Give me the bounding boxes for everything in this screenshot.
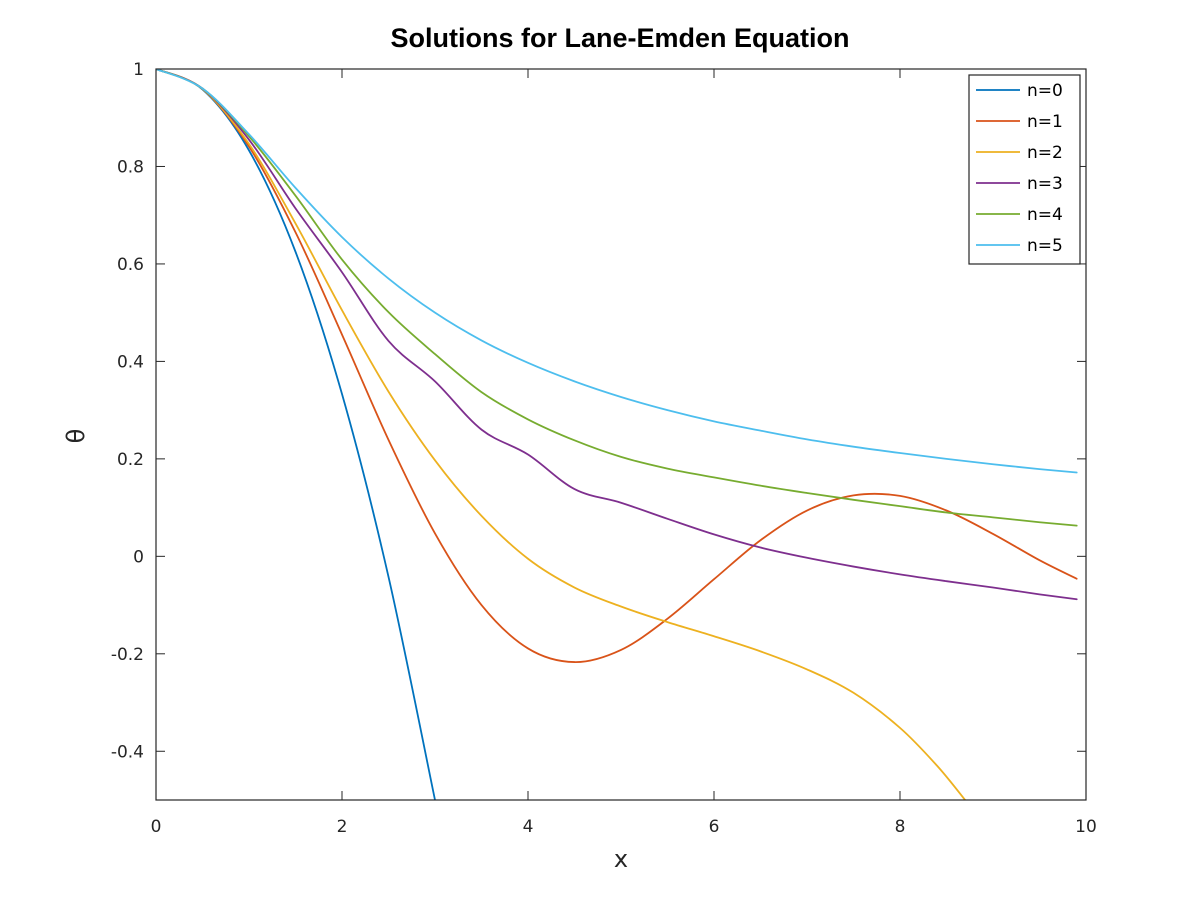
- plot-area: [155, 68, 1087, 801]
- legend-label: n=5: [1027, 236, 1063, 256]
- y-tick-label: -0.4: [111, 742, 144, 762]
- y-tick-label: -0.2: [111, 645, 144, 665]
- x-axis-label: x: [614, 845, 628, 873]
- y-tick-label: 0.2: [117, 450, 144, 470]
- y-axis-label: θ: [62, 429, 90, 444]
- axes-box: [155, 68, 1087, 801]
- series-line-n-3: [156, 69, 1078, 601]
- legend: n=0 n=1 n=2 n=3 n=4 n=5: [968, 74, 1081, 265]
- chart-title: Solutions for Lane-Emden Equation: [391, 23, 850, 53]
- y-tick-label: 0.6: [117, 255, 144, 275]
- x-tick-label: 0: [151, 817, 162, 837]
- legend-entry: n=0: [976, 81, 1063, 101]
- legend-label: n=2: [1027, 143, 1063, 163]
- legend-entry: n=2: [976, 143, 1063, 163]
- x-tick-labels: 0 2 4 6 8 10: [151, 817, 1097, 837]
- legend-entries: n=0 n=1 n=2 n=3 n=4 n=5: [976, 81, 1063, 256]
- x-tick-label: 10: [1075, 817, 1097, 837]
- y-tick-label: 1: [133, 60, 144, 80]
- legend-label: n=3: [1027, 174, 1063, 194]
- legend-entry: n=4: [976, 205, 1063, 225]
- y-tick-label: 0.8: [117, 157, 144, 177]
- legend-label: n=0: [1027, 81, 1063, 101]
- axes-background: [156, 69, 1086, 800]
- x-tick-label: 4: [523, 817, 534, 837]
- y-tick-label: 0.4: [117, 352, 144, 372]
- legend-entry: n=1: [976, 112, 1063, 132]
- x-tick-label: 8: [895, 817, 906, 837]
- legend-entry: n=5: [976, 236, 1063, 256]
- series-line-n-5: [156, 69, 1078, 474]
- series-line-n-2: [156, 69, 966, 800]
- legend-entry: n=3: [976, 174, 1063, 194]
- x-tick-label: 2: [337, 817, 348, 837]
- series-line-n-4: [156, 69, 1078, 527]
- series-layer: [156, 69, 1078, 800]
- legend-label: n=4: [1027, 205, 1063, 225]
- tick-marks: [155, 68, 1087, 800]
- y-tick-label: 0: [133, 547, 144, 567]
- legend-box: [968, 74, 1081, 265]
- series-line-n-1: [156, 69, 1078, 663]
- x-tick-label: 6: [709, 817, 720, 837]
- y-tick-labels: -0.4 -0.2 0 0.2 0.4 0.6 0.8 1: [111, 60, 144, 762]
- legend-label: n=1: [1027, 112, 1063, 132]
